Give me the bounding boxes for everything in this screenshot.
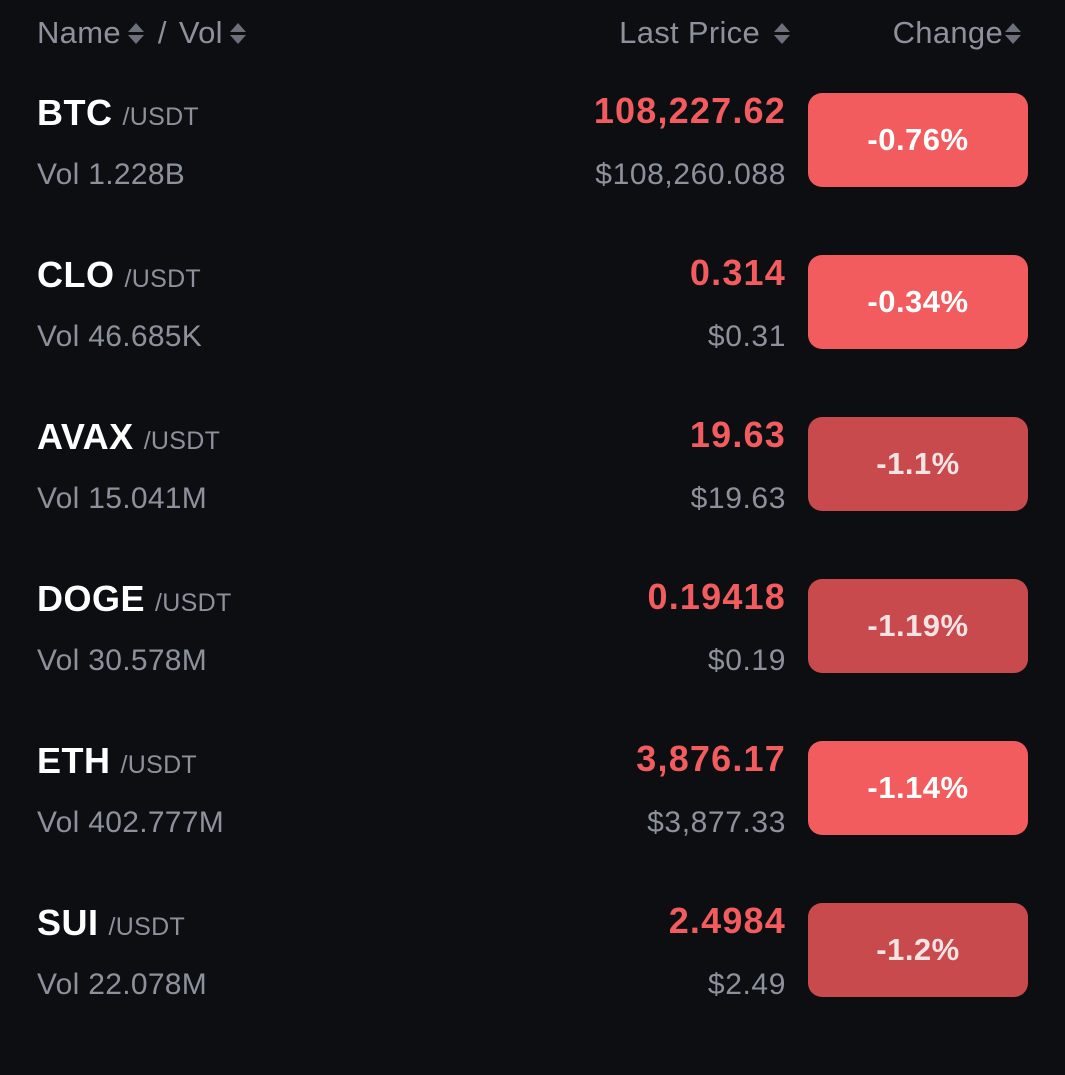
sort-price-label[interactable]: Last Price bbox=[619, 15, 760, 50]
usd-price: $3,877.33 bbox=[647, 806, 786, 839]
usd-price: $108,260.088 bbox=[595, 158, 786, 191]
sort-vol-label[interactable]: Vol bbox=[178, 15, 223, 50]
table-header: Name / Vol Last Price Change bbox=[0, 0, 1065, 66]
volume-label: Vol 30.578M bbox=[37, 644, 208, 677]
volume-label: Vol 402.777M bbox=[37, 806, 225, 839]
symbol-label: CLO bbox=[37, 254, 115, 295]
sort-change-label[interactable]: Change bbox=[892, 15, 1003, 50]
market-row-eth[interactable]: ETH /USDT Vol 402.777M 3,876.17 $3,877.3… bbox=[0, 728, 1065, 890]
quote-label: /USDT bbox=[120, 751, 197, 779]
symbol-label: DOGE bbox=[37, 578, 146, 619]
change-badge[interactable]: -0.76% bbox=[808, 93, 1028, 187]
quote-label: /USDT bbox=[155, 589, 232, 617]
market-row-btc[interactable]: BTC /USDT Vol 1.228B 108,227.62 $108,260… bbox=[0, 80, 1065, 242]
last-price: 0.19418 bbox=[647, 576, 786, 617]
sort-price-icon[interactable] bbox=[774, 22, 790, 44]
last-price: 3,876.17 bbox=[636, 738, 786, 779]
change-badge[interactable]: -1.14% bbox=[808, 741, 1028, 835]
usd-price: $0.19 bbox=[707, 644, 786, 677]
usd-price: $19.63 bbox=[690, 482, 786, 515]
last-price: 108,227.62 bbox=[593, 90, 786, 131]
sort-vol-icon[interactable] bbox=[229, 22, 246, 44]
change-badge[interactable]: -0.34% bbox=[808, 255, 1028, 349]
quote-label: /USDT bbox=[122, 103, 199, 131]
quote-label: /USDT bbox=[124, 265, 201, 293]
symbol-label: ETH bbox=[37, 740, 111, 781]
market-list: BTC /USDT Vol 1.228B 108,227.62 $108,260… bbox=[0, 80, 1065, 1052]
quote-label: /USDT bbox=[108, 913, 186, 941]
volume-label: Vol 1.228B bbox=[37, 158, 186, 191]
change-sort-header[interactable]: Change bbox=[893, 14, 1021, 52]
symbol-label: AVAX bbox=[37, 416, 134, 457]
change-badge[interactable]: -1.2% bbox=[808, 903, 1028, 997]
sort-name-icon[interactable] bbox=[127, 22, 144, 44]
pair-name: AVAX /USDT bbox=[37, 416, 220, 458]
symbol-label: BTC bbox=[37, 92, 113, 133]
market-row-sui[interactable]: SUI /USDT Vol 22.078M 2.4984 $2.49 -1.2% bbox=[0, 890, 1065, 1052]
last-price: 2.4984 bbox=[668, 900, 786, 941]
pair-name: ETH /USDT bbox=[37, 740, 197, 782]
symbol-label: SUI bbox=[37, 902, 99, 943]
usd-price: $2.49 bbox=[707, 968, 786, 1001]
last-price-sort-header[interactable]: Last Price bbox=[619, 14, 790, 52]
name-vol-sort-header: Name / Vol bbox=[37, 14, 246, 52]
pair-name: CLO /USDT bbox=[37, 254, 201, 296]
volume-label: Vol 22.078M bbox=[37, 968, 208, 1001]
header-separator: / bbox=[157, 15, 167, 50]
pair-name: BTC /USDT bbox=[37, 92, 199, 134]
last-price: 0.314 bbox=[689, 252, 786, 293]
quote-label: /USDT bbox=[143, 427, 221, 455]
change-badge[interactable]: -1.1% bbox=[808, 417, 1028, 511]
last-price: 19.63 bbox=[689, 414, 786, 455]
sort-change-icon[interactable] bbox=[1005, 22, 1021, 44]
usd-price: $0.31 bbox=[707, 320, 786, 353]
market-row-doge[interactable]: DOGE /USDT Vol 30.578M 0.19418 $0.19 -1.… bbox=[0, 566, 1065, 728]
volume-label: Vol 15.041M bbox=[37, 482, 208, 515]
market-row-clo[interactable]: CLO /USDT Vol 46.685K 0.314 $0.31 -0.34% bbox=[0, 242, 1065, 404]
volume-label: Vol 46.685K bbox=[37, 320, 203, 353]
pair-name: SUI /USDT bbox=[37, 902, 185, 944]
pair-name: DOGE /USDT bbox=[37, 578, 232, 620]
sort-name-label[interactable]: Name bbox=[37, 15, 121, 50]
market-row-avax[interactable]: AVAX /USDT Vol 15.041M 19.63 $19.63 -1.1… bbox=[0, 404, 1065, 566]
change-badge[interactable]: -1.19% bbox=[808, 579, 1028, 673]
